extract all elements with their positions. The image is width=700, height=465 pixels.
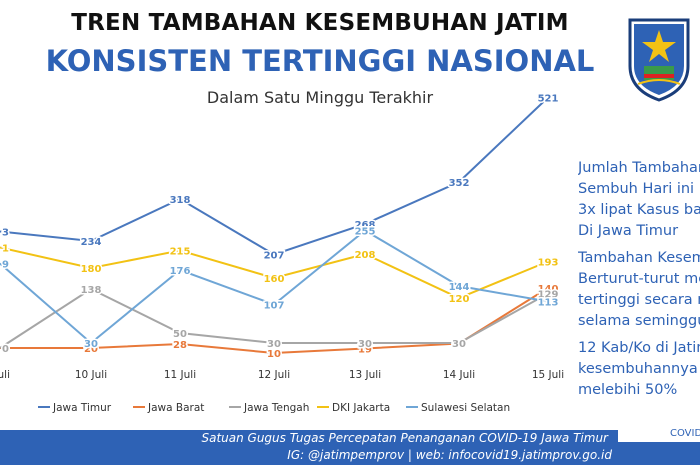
data-label-dki-jakarta-4: 160 bbox=[264, 274, 285, 285]
data-label-jawa-timur-7: 521 bbox=[538, 94, 559, 105]
footer-bar bbox=[0, 430, 700, 465]
data-label-jawa-barat-1: 0 bbox=[2, 344, 9, 355]
data-label-jawa-tengah-5: 30 bbox=[358, 339, 372, 350]
legend-label-jawa-barat: Jawa Barat bbox=[147, 402, 204, 414]
data-label-jawa-tengah-2: 138 bbox=[81, 285, 102, 296]
note-1-line-4: Di Jawa Timur bbox=[578, 223, 679, 239]
legend-item-jawa-timur: Jawa Timur bbox=[38, 402, 112, 414]
legend-item-jawa-tengah: Jawa Tengah bbox=[229, 402, 309, 414]
data-label-jawa-tengah-7: 129 bbox=[538, 290, 559, 301]
x-tick-label-1: Juli bbox=[0, 369, 10, 381]
note-1-line-3: 3x lipat Kasus baru bbox=[578, 202, 700, 218]
legend-item-sulawesi-selatan: Sulawesi Selatan bbox=[406, 402, 510, 414]
data-label-jawa-tengah-6: 30 bbox=[452, 339, 466, 350]
data-label-dki-jakarta-7: 193 bbox=[538, 258, 559, 269]
series-line-jawa-timur bbox=[0, 96, 549, 256]
x-tick-label-3: 11 Juli bbox=[164, 369, 196, 381]
data-label-sulawesi-selatan-2: 30 bbox=[84, 339, 98, 350]
data-label-sulawesi-selatan-4: 107 bbox=[264, 301, 285, 312]
note-2-line-1: Tambahan Kesembuhan bbox=[578, 250, 700, 266]
data-label-jawa-timur-2: 234 bbox=[81, 237, 102, 248]
data-label-jawa-barat-6: 29 bbox=[452, 340, 466, 351]
data-label-jawa-timur-4: 207 bbox=[264, 251, 285, 262]
data-label-sulawesi-selatan-3: 176 bbox=[170, 266, 191, 277]
legend-item-jawa-barat: Jawa Barat bbox=[133, 402, 204, 414]
data-label-jawa-tengah-4: 30 bbox=[267, 339, 281, 350]
data-label-jawa-timur-5: 268 bbox=[355, 220, 376, 231]
note-1-line-1: Jumlah Tambahan bbox=[578, 160, 700, 176]
footer-covid-label: COVID bbox=[670, 428, 700, 439]
data-label-dki-jakarta-2: 180 bbox=[81, 264, 102, 275]
footer-contact: IG: @jatimpemprov | web: infocovid19.jat… bbox=[287, 448, 612, 462]
data-label-jawa-barat-4: 10 bbox=[267, 349, 281, 360]
chart-headline: KONSISTEN TERTINGGI NASIONAL bbox=[45, 44, 595, 78]
note-3-line-1: 12 Kab/Ko di Jatim bbox=[578, 340, 700, 356]
note-2-line-4: selama seminggu bbox=[578, 313, 700, 329]
data-label-jawa-timur-1: 3 bbox=[2, 228, 9, 239]
note-3-line-2: kesembuhannya bbox=[578, 361, 698, 377]
note-2: Tambahan Kesembuhan Berturut-turut menin… bbox=[578, 248, 700, 332]
data-label-jawa-tengah-3: 50 bbox=[173, 329, 187, 340]
data-label-dki-jakarta-5: 208 bbox=[355, 250, 376, 261]
data-label-sulawesi-selatan-6: 144 bbox=[449, 282, 470, 293]
legend-item-dki-jakarta: DKI Jakarta bbox=[317, 402, 390, 414]
legend-label-jawa-tengah: Jawa Tengah bbox=[243, 402, 309, 414]
note-2-line-3: tertinggi secara nasional bbox=[578, 292, 700, 308]
jatim-logo-icon bbox=[628, 18, 690, 102]
note-3: 12 Kab/Ko di Jatim kesembuhannya melebih… bbox=[578, 338, 700, 401]
footer-organization: Satuan Gugus Tugas Percepatan Penanganan… bbox=[201, 431, 608, 445]
legend-label-jawa-timur: Jawa Timur bbox=[52, 402, 112, 414]
data-label-jawa-timur-6: 352 bbox=[449, 178, 470, 189]
series-line-sulawesi-selatan bbox=[0, 229, 549, 345]
note-1-line-2: Sembuh Hari ini bbox=[578, 181, 695, 197]
series-line-dki-jakarta bbox=[0, 246, 549, 300]
x-tick-label-5: 13 Juli bbox=[349, 369, 381, 381]
data-label-jawa-barat-3: 28 bbox=[173, 340, 187, 351]
note-3-line-3: melebihi 50% bbox=[578, 382, 678, 398]
data-label-dki-jakarta-3: 215 bbox=[170, 247, 191, 258]
data-label-sulawesi-selatan-7: 113 bbox=[538, 298, 559, 309]
data-label-jawa-barat-2: 20 bbox=[84, 344, 98, 355]
footer-corner bbox=[618, 420, 700, 442]
note-1: Jumlah Tambahan Sembuh Hari ini 3x lipat… bbox=[578, 158, 700, 242]
x-tick-label-7: 15 Juli bbox=[532, 369, 564, 381]
data-label-jawa-tengah-1: 0 bbox=[2, 344, 9, 355]
legend-label-sulawesi-selatan: Sulawesi Selatan bbox=[421, 402, 510, 414]
x-tick-label-4: 12 Juli bbox=[258, 369, 290, 381]
data-label-dki-jakarta-1: 1 bbox=[2, 244, 9, 255]
note-2-line-2: Berturut-turut meningkat bbox=[578, 271, 700, 287]
chart-subtitle: Dalam Satu Minggu Terakhir bbox=[206, 88, 434, 107]
chart-title: TREN TAMBAHAN KESEMBUHAN JATIM bbox=[71, 10, 569, 36]
data-label-sulawesi-selatan-5: 255 bbox=[355, 227, 376, 238]
data-label-jawa-barat-7: 140 bbox=[538, 284, 559, 295]
legend-label-dki-jakarta: DKI Jakarta bbox=[332, 402, 390, 414]
x-tick-label-2: 10 Juli bbox=[75, 369, 107, 381]
data-label-sulawesi-selatan-1: 9 bbox=[2, 260, 9, 271]
series-line-jawa-tengah bbox=[0, 287, 549, 349]
data-label-jawa-barat-5: 19 bbox=[358, 345, 372, 356]
x-tick-label-6: 14 Juli bbox=[443, 369, 475, 381]
data-label-jawa-timur-3: 318 bbox=[170, 195, 191, 206]
data-label-dki-jakarta-6: 120 bbox=[449, 294, 470, 305]
